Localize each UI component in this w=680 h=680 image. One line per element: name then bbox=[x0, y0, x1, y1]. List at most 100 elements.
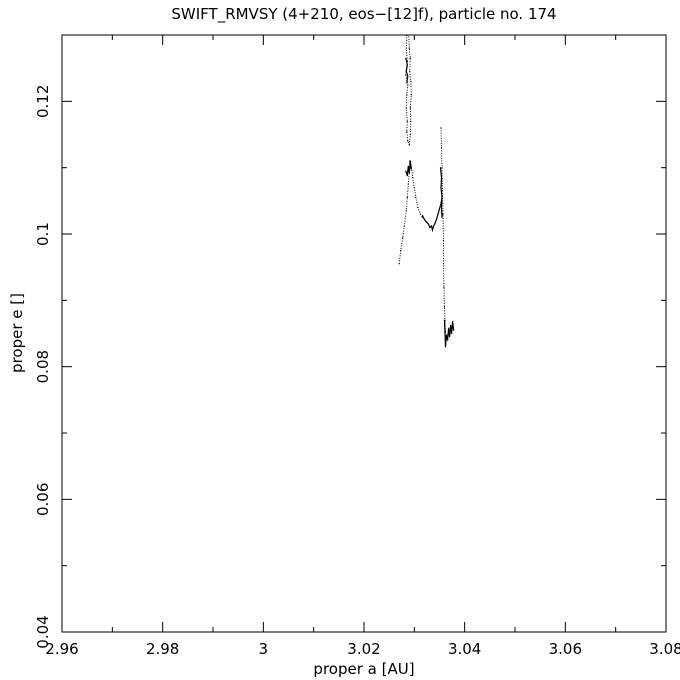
data-point bbox=[407, 75, 409, 77]
data-point bbox=[441, 216, 443, 218]
data-point bbox=[452, 321, 454, 323]
data-point bbox=[408, 172, 410, 174]
data-point bbox=[407, 140, 409, 142]
data-point bbox=[406, 82, 408, 84]
data-point bbox=[409, 57, 411, 59]
data-point bbox=[405, 170, 407, 172]
series-line-7 bbox=[439, 167, 443, 218]
data-point bbox=[435, 218, 438, 220]
x-axis-label: proper a [AU] bbox=[313, 660, 414, 678]
data-point bbox=[440, 206, 443, 209]
data-point bbox=[443, 306, 446, 308]
data-point bbox=[405, 210, 407, 212]
data-point bbox=[440, 147, 443, 149]
series-line-4 bbox=[405, 160, 412, 176]
series-line-3 bbox=[398, 160, 423, 264]
data-point bbox=[421, 214, 423, 216]
data-point bbox=[408, 47, 410, 49]
data-point bbox=[434, 222, 436, 224]
data-point bbox=[440, 127, 442, 129]
x-tick-label: 2.98 bbox=[146, 640, 179, 658]
data-point bbox=[409, 160, 411, 162]
data-point bbox=[405, 70, 407, 73]
data-point bbox=[442, 263, 445, 265]
x-tick-label: 3 bbox=[259, 640, 269, 658]
data-point bbox=[402, 236, 404, 238]
data-point bbox=[406, 130, 408, 132]
x-tick-label: 3.02 bbox=[347, 640, 380, 658]
data-point bbox=[408, 143, 410, 145]
data-point bbox=[407, 165, 409, 167]
y-axis-ticks: 0.04 0.06 0.08 0.1 0.12 bbox=[34, 34, 666, 649]
x-tick-label: 3.08 bbox=[649, 640, 680, 658]
data-point bbox=[406, 34, 408, 36]
data-point bbox=[405, 107, 407, 109]
data-point bbox=[441, 190, 444, 192]
data-point bbox=[408, 34, 410, 36]
data-point bbox=[444, 346, 447, 348]
data-point bbox=[427, 223, 429, 225]
data-point bbox=[431, 229, 434, 231]
data-point bbox=[429, 226, 431, 228]
y-tick-label: 0.12 bbox=[34, 85, 52, 118]
data-point bbox=[405, 74, 407, 76]
data-point bbox=[451, 332, 453, 335]
data-point bbox=[410, 168, 412, 170]
series-line-5 bbox=[421, 197, 443, 233]
series-line-1 bbox=[405, 34, 412, 147]
y-tick-label: 0.08 bbox=[34, 350, 52, 383]
data-point bbox=[405, 57, 407, 59]
x-tick-label: 3.04 bbox=[448, 640, 481, 658]
data-point bbox=[417, 206, 419, 209]
data-point bbox=[423, 218, 425, 220]
data-point bbox=[430, 225, 432, 227]
data-point bbox=[415, 196, 417, 199]
data-point bbox=[440, 177, 443, 179]
y-tick-label: 0.1 bbox=[34, 222, 52, 246]
x-tick-label: 2.96 bbox=[45, 640, 78, 658]
series-line-8 bbox=[443, 320, 455, 347]
x-tick-label: 3.06 bbox=[549, 640, 582, 658]
data-point bbox=[441, 167, 443, 169]
data-point bbox=[406, 64, 408, 66]
data-point bbox=[400, 250, 402, 252]
data-point bbox=[441, 196, 443, 199]
y-axis-label: proper e [] bbox=[8, 293, 26, 373]
data-point bbox=[425, 221, 427, 223]
data-point bbox=[398, 263, 400, 265]
data-point bbox=[406, 94, 408, 96]
data-point bbox=[438, 208, 441, 210]
y-tick-label: 0.04 bbox=[34, 615, 52, 648]
plot-series bbox=[398, 34, 455, 348]
data-point bbox=[442, 213, 444, 215]
plot-frame bbox=[61, 34, 667, 633]
data-point bbox=[450, 324, 452, 327]
data-point bbox=[448, 327, 450, 329]
x-axis-ticks: 2.96 2.98 3 3.02 3.04 3.06 3.08 bbox=[45, 35, 680, 658]
data-point bbox=[406, 120, 408, 122]
data-point bbox=[409, 133, 411, 136]
data-point bbox=[443, 319, 446, 321]
data-point bbox=[439, 167, 442, 169]
data-point bbox=[449, 336, 451, 338]
data-point bbox=[419, 213, 421, 215]
data-point bbox=[410, 94, 412, 96]
data-point bbox=[410, 80, 412, 82]
y-tick-label: 0.06 bbox=[34, 483, 52, 516]
chart-title: SWIFT_RMVSY (4+210, eos−[12]f), particle… bbox=[171, 5, 556, 24]
data-point bbox=[443, 286, 445, 288]
data-point bbox=[437, 213, 439, 215]
series-line-6 bbox=[440, 127, 446, 333]
data-point bbox=[403, 225, 405, 227]
data-point bbox=[405, 47, 407, 49]
data-point bbox=[412, 177, 414, 179]
data-point bbox=[409, 70, 411, 73]
data-point bbox=[406, 196, 408, 199]
data-point bbox=[447, 339, 449, 341]
data-point bbox=[432, 225, 435, 227]
data-point bbox=[445, 334, 448, 336]
data-point bbox=[413, 187, 415, 189]
data-point bbox=[406, 175, 408, 177]
data-point bbox=[407, 183, 409, 185]
